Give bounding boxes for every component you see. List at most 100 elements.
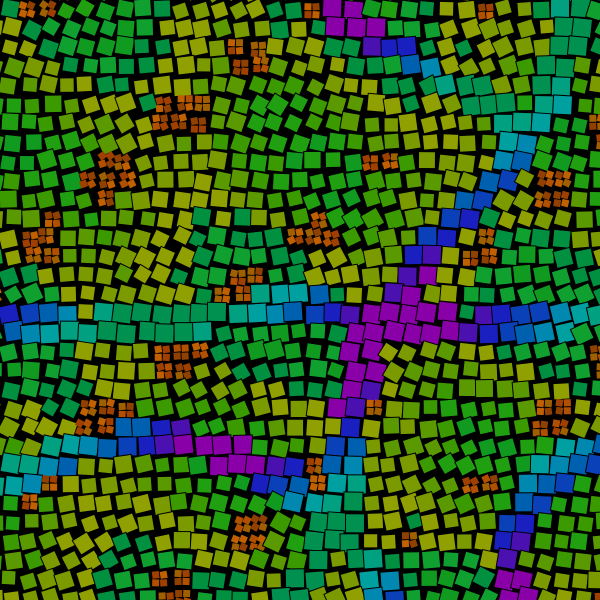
field-tile bbox=[366, 474, 386, 494]
field-tile bbox=[572, 55, 592, 75]
filler-tile bbox=[39, 8, 49, 18]
field-tile bbox=[113, 34, 136, 57]
filler-tile bbox=[594, 592, 600, 600]
field-tile bbox=[592, 169, 600, 189]
field-tile bbox=[37, 495, 55, 514]
field-tile bbox=[0, 342, 20, 364]
field-tile bbox=[537, 247, 555, 266]
field-tile bbox=[74, 191, 94, 211]
band-tile bbox=[436, 300, 459, 323]
band-tile bbox=[115, 323, 137, 345]
filler-tile bbox=[559, 426, 569, 436]
field-tile bbox=[549, 495, 569, 514]
band-tile bbox=[344, 513, 366, 534]
filler-tile bbox=[542, 199, 552, 209]
filler-tile bbox=[25, 254, 35, 264]
filler-tile bbox=[242, 515, 252, 525]
field-tile bbox=[495, 18, 516, 38]
field-tile bbox=[304, 342, 323, 361]
field-tile bbox=[418, 340, 440, 361]
field-tile bbox=[214, 474, 234, 493]
field-tile bbox=[515, 208, 536, 229]
field-tile bbox=[114, 91, 138, 115]
field-tile bbox=[131, 342, 150, 360]
field-tile bbox=[591, 533, 600, 551]
field-tile bbox=[2, 494, 20, 512]
filler-tile bbox=[362, 154, 371, 164]
band-tile bbox=[56, 455, 79, 479]
filler-tile bbox=[182, 362, 192, 372]
filler-tile bbox=[370, 155, 378, 163]
field-tile bbox=[493, 455, 513, 475]
filler-tile bbox=[596, 141, 600, 150]
band-tile bbox=[282, 301, 304, 323]
field-tile bbox=[232, 96, 252, 116]
field-tile bbox=[111, 381, 132, 402]
field-tile bbox=[440, 92, 463, 116]
field-tile bbox=[556, 514, 577, 534]
field-tile bbox=[248, 93, 273, 118]
field-tile bbox=[115, 512, 140, 536]
filler-tile bbox=[489, 482, 499, 492]
filler-tile bbox=[173, 344, 181, 352]
field-tile bbox=[491, 491, 513, 512]
filler-tile bbox=[51, 255, 61, 265]
field-tile bbox=[568, 416, 592, 440]
field-tile bbox=[133, 453, 155, 475]
field-tile bbox=[265, 92, 291, 118]
field-tile bbox=[112, 111, 137, 135]
field-tile bbox=[403, 206, 426, 229]
filler-tile bbox=[191, 350, 201, 359]
field-tile bbox=[209, 113, 227, 131]
field-tile bbox=[75, 114, 97, 136]
field-tile bbox=[574, 589, 593, 600]
filler-tile bbox=[589, 344, 598, 354]
field-tile bbox=[172, 455, 191, 474]
field-tile bbox=[568, 343, 588, 363]
filler-tile bbox=[310, 219, 320, 229]
field-tile bbox=[477, 437, 498, 458]
filler-tile bbox=[174, 597, 184, 600]
field-tile bbox=[324, 205, 349, 231]
field-tile bbox=[479, 399, 498, 418]
field-tile bbox=[571, 380, 589, 398]
filler-tile bbox=[162, 96, 173, 106]
field-tile bbox=[21, 208, 42, 229]
field-tile bbox=[592, 320, 600, 344]
filler-tile bbox=[119, 179, 129, 189]
field-tile bbox=[209, 0, 230, 21]
filler-tile bbox=[238, 269, 246, 278]
field-tile bbox=[79, 284, 97, 302]
band-tile bbox=[403, 244, 425, 266]
band-tile bbox=[496, 588, 521, 600]
band-tile bbox=[493, 113, 514, 134]
filler-tile bbox=[295, 227, 304, 237]
field-tile bbox=[42, 285, 61, 304]
filler-tile bbox=[155, 96, 164, 105]
field-tile bbox=[573, 247, 596, 270]
field-tile bbox=[329, 549, 348, 569]
field-tile bbox=[76, 493, 97, 514]
filler-tile bbox=[241, 59, 249, 67]
field-tile bbox=[58, 189, 77, 208]
filler-tile bbox=[119, 171, 129, 181]
field-tile bbox=[478, 511, 497, 531]
band-tile bbox=[308, 549, 329, 571]
field-tile bbox=[551, 116, 571, 135]
filler-tile bbox=[121, 153, 132, 164]
field-tile bbox=[5, 208, 23, 226]
field-tile bbox=[173, 17, 195, 39]
filler-tile bbox=[87, 171, 97, 181]
field-tile bbox=[59, 285, 78, 303]
field-tile bbox=[0, 514, 5, 532]
field-tile bbox=[401, 131, 422, 151]
filler-tile bbox=[151, 570, 160, 579]
field-tile bbox=[402, 19, 422, 39]
filler-tile bbox=[37, 235, 47, 245]
filler-tile bbox=[30, 494, 38, 502]
field-tile bbox=[129, 227, 153, 250]
field-tile bbox=[377, 187, 399, 209]
filler-tile bbox=[563, 399, 572, 407]
field-tile bbox=[378, 456, 397, 474]
filler-tile bbox=[554, 178, 564, 188]
